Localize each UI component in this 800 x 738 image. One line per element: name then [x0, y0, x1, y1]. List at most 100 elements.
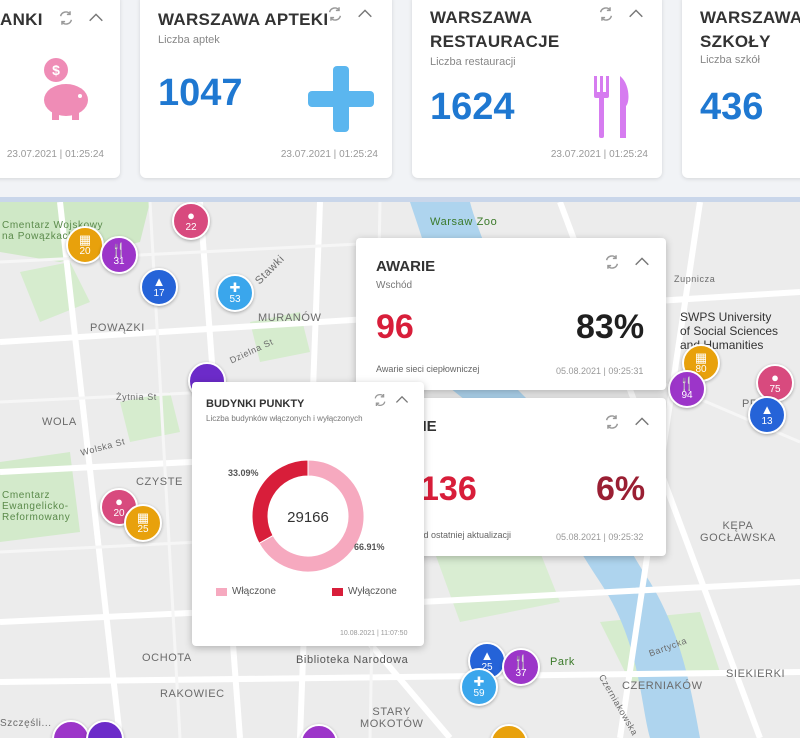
section-divider — [0, 197, 800, 202]
stat-card-banki: ANKI $ 23.07.2021 | 01:25:24 — [0, 0, 120, 178]
map-label: STARY MOKOTÓW — [360, 706, 424, 730]
map-label: Biblioteka Narodowa — [296, 654, 409, 666]
donut-center-value: 29166 — [287, 509, 329, 526]
chevron-up-icon[interactable] — [632, 412, 652, 432]
map-label: Cmentarz Wojskowy na Powązkach — [2, 220, 104, 242]
awarie2-description: ...d ostatniej aktualizacji — [416, 530, 512, 540]
fork-knife-icon — [592, 76, 632, 143]
map-label: CZYSTE — [136, 476, 183, 488]
stat-card-time: 23.07.2021 | 01:25:24 — [550, 149, 648, 160]
map-label: Warsaw Zoo — [430, 216, 498, 228]
map-label: Szczęśli... — [0, 718, 52, 729]
stat-card-apteki: WARSZAWA APTEKI Liczba aptek 1047 23.07.… — [140, 0, 392, 178]
svg-text:$: $ — [52, 62, 60, 78]
piggy-bank-icon: ● — [115, 494, 123, 509]
awarie-description: Awarie sieci ciepłowniczej — [376, 364, 480, 374]
map-marker-school[interactable]: ▲ 17 — [140, 268, 178, 306]
map-marker-food[interactable]: 🍴 31 — [100, 236, 138, 274]
stat-card-subtitle: Liczba restauracji — [430, 56, 516, 68]
map-marker-school[interactable]: ▲ 13 — [748, 396, 786, 434]
stat-card-subtitle: Liczba aptek — [158, 34, 220, 46]
graduation-cap-icon: ▲ — [152, 274, 166, 289]
building-icon: ▦ — [136, 510, 150, 525]
budynki-subtitle: Liczba budynków włączonych i wyłączonych — [206, 414, 363, 423]
donut-slice-wlaczone[interactable] — [258, 459, 365, 573]
map-marker-pharmacy[interactable]: ✚ 53 — [216, 274, 254, 312]
map-label: OCHOTA — [142, 652, 192, 664]
awarie-title: AWARIE — [376, 258, 436, 275]
refresh-icon[interactable] — [596, 4, 616, 24]
map-label: MURANÓW — [258, 312, 322, 324]
plus-icon — [308, 66, 374, 137]
stat-cards-strip: ANKI $ 23.07.2021 | 01:25:24 WARSZAWA AP… — [0, 0, 800, 200]
piggy-bank-icon: ● — [187, 208, 195, 223]
map-marker-pharmacy[interactable]: ✚ 59 — [460, 668, 498, 706]
stat-card-restauracje: WARSZAWA RESTAURACJE Liczba restauracji … — [412, 0, 662, 178]
refresh-icon[interactable] — [602, 412, 622, 432]
refresh-icon[interactable] — [325, 4, 345, 24]
budynki-time: 10.08.2021 | 11:07:50 — [340, 630, 408, 637]
awarie-count: 96 — [376, 308, 414, 346]
map-marker-bank[interactable]: ● 75 — [756, 364, 794, 402]
awarie-card: AWARIE Wschód 96 83% Awarie sieci ciepło… — [356, 238, 666, 390]
fork-knife-icon: 🍴 — [512, 654, 530, 669]
chevron-up-icon[interactable] — [86, 8, 106, 28]
stat-card-subtitle: Liczba szkół — [700, 54, 760, 66]
map-label: Park — [550, 656, 576, 668]
refresh-icon[interactable] — [56, 8, 76, 28]
stat-card-title: WARSZAWA RESTAURACJE — [430, 8, 560, 51]
plus-icon: ✚ — [473, 674, 485, 689]
stat-card-szkoly: WARSZAWA SZKOŁY Liczba szkół 436 — [682, 0, 800, 178]
map-label: POWĄZKI — [90, 322, 145, 334]
refresh-icon[interactable] — [372, 392, 388, 408]
map-label: Żytnia St — [116, 392, 157, 402]
piggy-bank-icon: ● — [771, 370, 779, 385]
map-marker-restaurant[interactable]: ▦ 20 — [66, 226, 104, 264]
stat-card-value: 1624 — [430, 86, 515, 128]
legend-swatch — [332, 587, 343, 596]
map-label: SIEKIERKI — [726, 668, 786, 680]
awarie2-percent: 6% — [596, 470, 646, 508]
stat-card-value: 1047 — [158, 72, 243, 114]
fork-knife-icon: 🍴 — [678, 376, 696, 391]
chevron-up-icon[interactable] — [394, 392, 410, 408]
map-label: Cmentarz Ewangelicko- Reformowany — [2, 490, 71, 523]
awarie-time: 05.08.2021 | 09:25:31 — [556, 366, 644, 376]
stat-card-title: WARSZAWA SZKOŁY — [700, 8, 800, 51]
stat-card-time: 23.07.2021 | 01:25:24 — [280, 149, 378, 160]
donut-label-off: 33.09% — [228, 468, 259, 478]
map-label: CZERNIAKÓW — [622, 680, 703, 692]
awarie2-time: 05.08.2021 | 09:25:32 — [556, 532, 644, 542]
graduation-cap-icon: ▲ — [760, 402, 774, 417]
map-label: Zupnicza — [674, 274, 716, 284]
awarie-subtitle: Wschód — [376, 280, 413, 291]
map-label: SWPS University of Social Sciences and H… — [680, 310, 779, 352]
legend-item-off[interactable]: Wyłączone — [332, 586, 397, 597]
map-label: RAKOWIEC — [160, 688, 225, 700]
budynki-card: BUDYNKI PUNKTY Liczba budynków włączonyc… — [192, 382, 424, 646]
stat-card-value: 436 — [700, 86, 764, 128]
refresh-icon[interactable] — [602, 252, 622, 272]
map-marker-food[interactable]: 🍴 94 — [668, 370, 706, 408]
stat-card-time: 23.07.2021 | 01:25:24 — [6, 149, 104, 160]
chevron-up-icon[interactable] — [632, 252, 652, 272]
map-label: WOLA — [42, 416, 77, 428]
plus-icon: ✚ — [229, 280, 241, 295]
donut-label-on: 66.91% — [354, 542, 385, 552]
stat-card-title: ANKI — [0, 10, 43, 29]
donut-chart: 29166 — [251, 459, 365, 573]
piggy-bank-icon: $ — [40, 56, 94, 127]
building-icon: ▦ — [78, 232, 92, 247]
map-label: KĘPA GOCŁAWSKA — [700, 520, 776, 544]
fork-knife-icon: 🍴 — [110, 242, 128, 257]
legend-item-on[interactable]: Włączone — [216, 586, 276, 597]
map-marker-food[interactable]: 🍴 37 — [502, 648, 540, 686]
chevron-up-icon[interactable] — [626, 4, 646, 24]
awarie-percent: 83% — [576, 308, 645, 346]
legend-swatch — [216, 587, 227, 596]
map-marker-bank[interactable]: ● 22 — [172, 202, 210, 240]
donut-slice-wylaczone[interactable] — [251, 459, 309, 544]
awarie2-count: 136 — [420, 470, 477, 508]
chevron-up-icon[interactable] — [355, 4, 375, 24]
map-marker-building[interactable]: ▦ 25 — [124, 504, 162, 542]
